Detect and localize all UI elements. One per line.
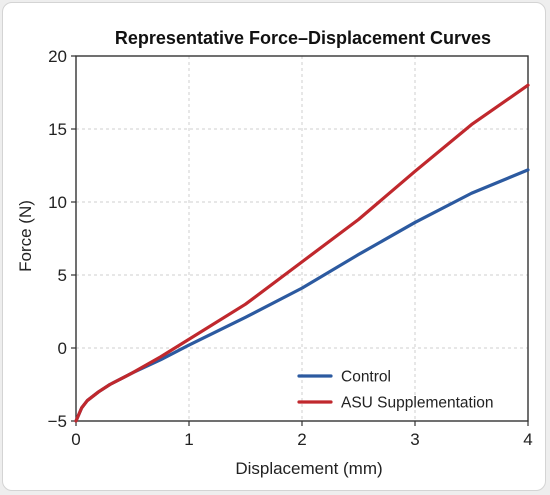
series-lines bbox=[74, 83, 530, 423]
chart-title: Representative Force–Displacement Curves bbox=[115, 28, 491, 48]
y-axis-label: Force (N) bbox=[16, 200, 35, 272]
legend-label: ASU Supplementation bbox=[341, 395, 494, 412]
x-axis-label: Displacement (mm) bbox=[235, 459, 382, 478]
x-tick-label: 1 bbox=[184, 430, 193, 449]
x-tick-label: 3 bbox=[410, 430, 419, 449]
y-tick-label: 5 bbox=[58, 266, 67, 285]
y-tick-label: 15 bbox=[48, 120, 67, 139]
x-tick-label: 0 bbox=[71, 430, 80, 449]
series-line-asu-supplementation bbox=[74, 83, 530, 423]
y-tick-label: 20 bbox=[48, 47, 67, 66]
x-tick-label: 4 bbox=[523, 430, 532, 449]
legend-label: Control bbox=[341, 369, 391, 386]
force-displacement-chart: Representative Force–Displacement Curves… bbox=[16, 28, 533, 478]
y-tick-label: −5 bbox=[48, 412, 67, 431]
chart-card: Representative Force–Displacement Curves… bbox=[2, 2, 546, 491]
y-tick-label: 10 bbox=[48, 193, 67, 212]
x-tick-label: 2 bbox=[297, 430, 306, 449]
legend: Control ASU Supplementation bbox=[297, 369, 494, 412]
y-tick-label: 0 bbox=[58, 339, 67, 358]
